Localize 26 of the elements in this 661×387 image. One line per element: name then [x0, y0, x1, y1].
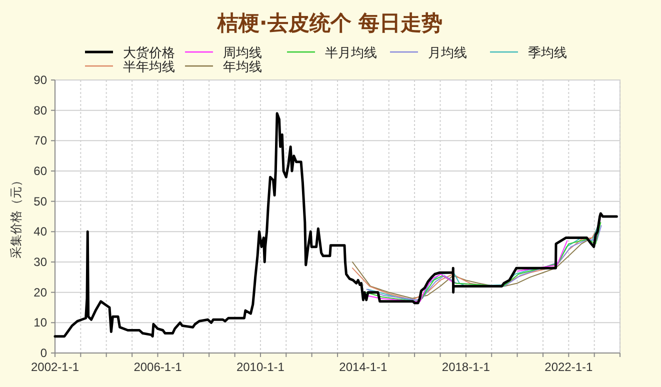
- y-tick-label: 50: [34, 194, 48, 208]
- legend-label: 季均线: [528, 46, 567, 61]
- y-tick-label: 90: [34, 73, 48, 87]
- legend-label: 月均线: [428, 46, 467, 61]
- y-tick-label: 20: [34, 285, 48, 300]
- x-tick-label: 2006-1-1: [134, 360, 182, 374]
- y-tick-label: 60: [34, 164, 48, 178]
- chart-title: 桔梗·去皮统个 每日走势: [216, 11, 443, 35]
- legend-label: 半月均线: [325, 46, 377, 61]
- y-tick-label: 0: [40, 346, 48, 360]
- y-tick-label: 10: [34, 316, 48, 330]
- x-tick-label: 2018-1-1: [442, 360, 490, 374]
- x-tick-label: 2010-1-1: [236, 360, 285, 374]
- line-series: [54, 112, 618, 338]
- y-tick-label: 30: [34, 255, 48, 269]
- x-tick-label: 2014-1-1: [339, 360, 388, 374]
- y-tick-label: 70: [34, 134, 48, 148]
- legend-label: 周均线: [223, 46, 262, 61]
- legend-label: 大货价格: [123, 46, 175, 61]
- x-tick-label: 2002-1-1: [30, 360, 80, 374]
- y-tick-label: 80: [34, 103, 48, 118]
- legend-label: 半年均线: [123, 60, 175, 75]
- legend-label: 年均线: [223, 60, 262, 75]
- y-tick-label: 40: [34, 224, 48, 239]
- x-tick-label: 2022-1-1: [544, 360, 594, 374]
- y-axis-title: 采集价格（元）: [9, 174, 23, 258]
